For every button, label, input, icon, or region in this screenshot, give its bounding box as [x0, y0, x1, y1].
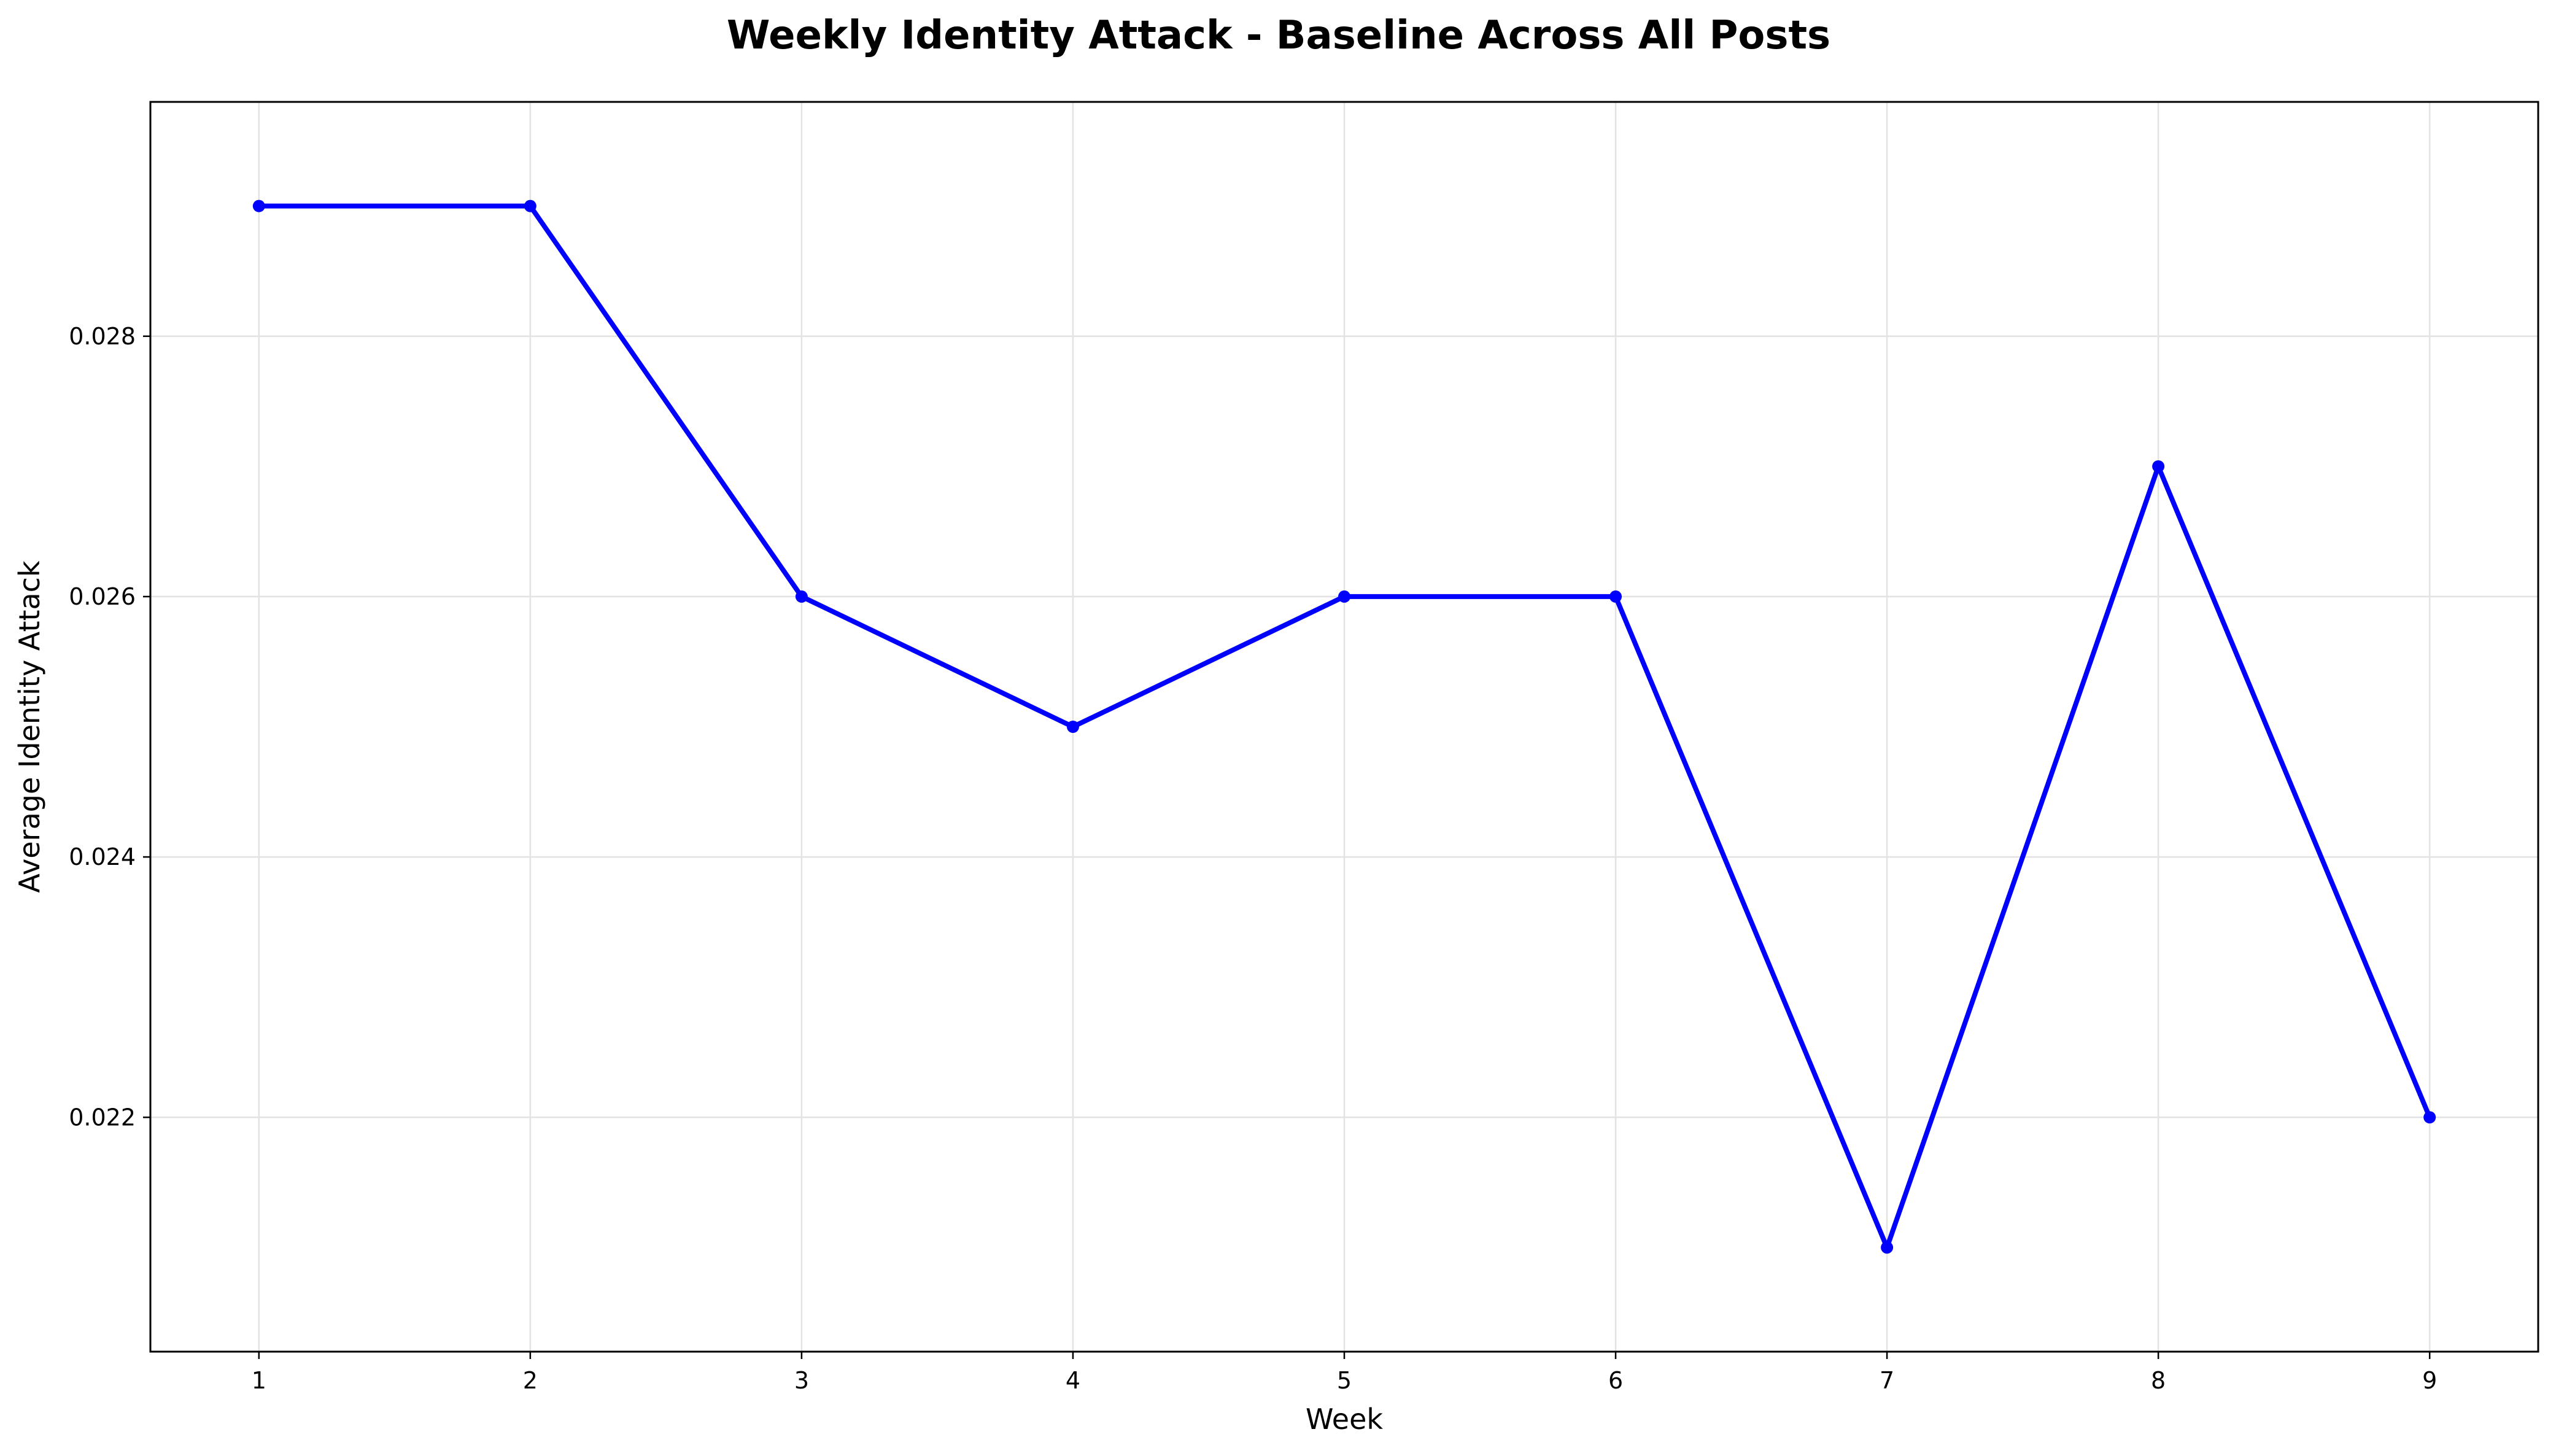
y-tick-label: 0.026	[69, 583, 136, 610]
x-tick-label: 4	[1066, 1367, 1080, 1394]
data-point	[1609, 590, 1622, 603]
y-axis-ticks: 0.022 0.024 0.026 0.028	[69, 323, 150, 1131]
x-tick-label: 6	[1608, 1367, 1623, 1394]
grid-lines	[150, 102, 2538, 1352]
y-tick-label: 0.028	[69, 323, 136, 350]
y-tick-label: 0.024	[69, 843, 136, 870]
y-tick-label: 0.022	[69, 1104, 136, 1131]
data-point	[1338, 590, 1350, 603]
data-point	[2423, 1111, 2436, 1124]
data-point	[795, 590, 808, 603]
x-tick-label: 8	[2151, 1367, 2166, 1394]
data-point	[252, 199, 265, 212]
x-axis-ticks: 1 2 3 4 5 6 7 8 9	[252, 1352, 2437, 1394]
x-tick-label: 1	[252, 1367, 266, 1394]
x-tick-label: 7	[1880, 1367, 1894, 1394]
x-tick-label: 3	[794, 1367, 809, 1394]
data-point	[2152, 460, 2165, 473]
series-markers	[252, 199, 2436, 1254]
data-point	[1066, 721, 1079, 733]
x-tick-label: 9	[2422, 1367, 2437, 1394]
data-point	[1881, 1241, 1894, 1254]
data-point	[524, 199, 536, 212]
x-tick-label: 5	[1337, 1367, 1352, 1394]
x-tick-label: 2	[523, 1367, 538, 1394]
chart-title: Weekly Identity Attack - Baseline Across…	[727, 13, 1830, 58]
y-axis-label: Average Identity Attack	[13, 560, 46, 893]
x-axis-label: Week	[1306, 1403, 1383, 1436]
